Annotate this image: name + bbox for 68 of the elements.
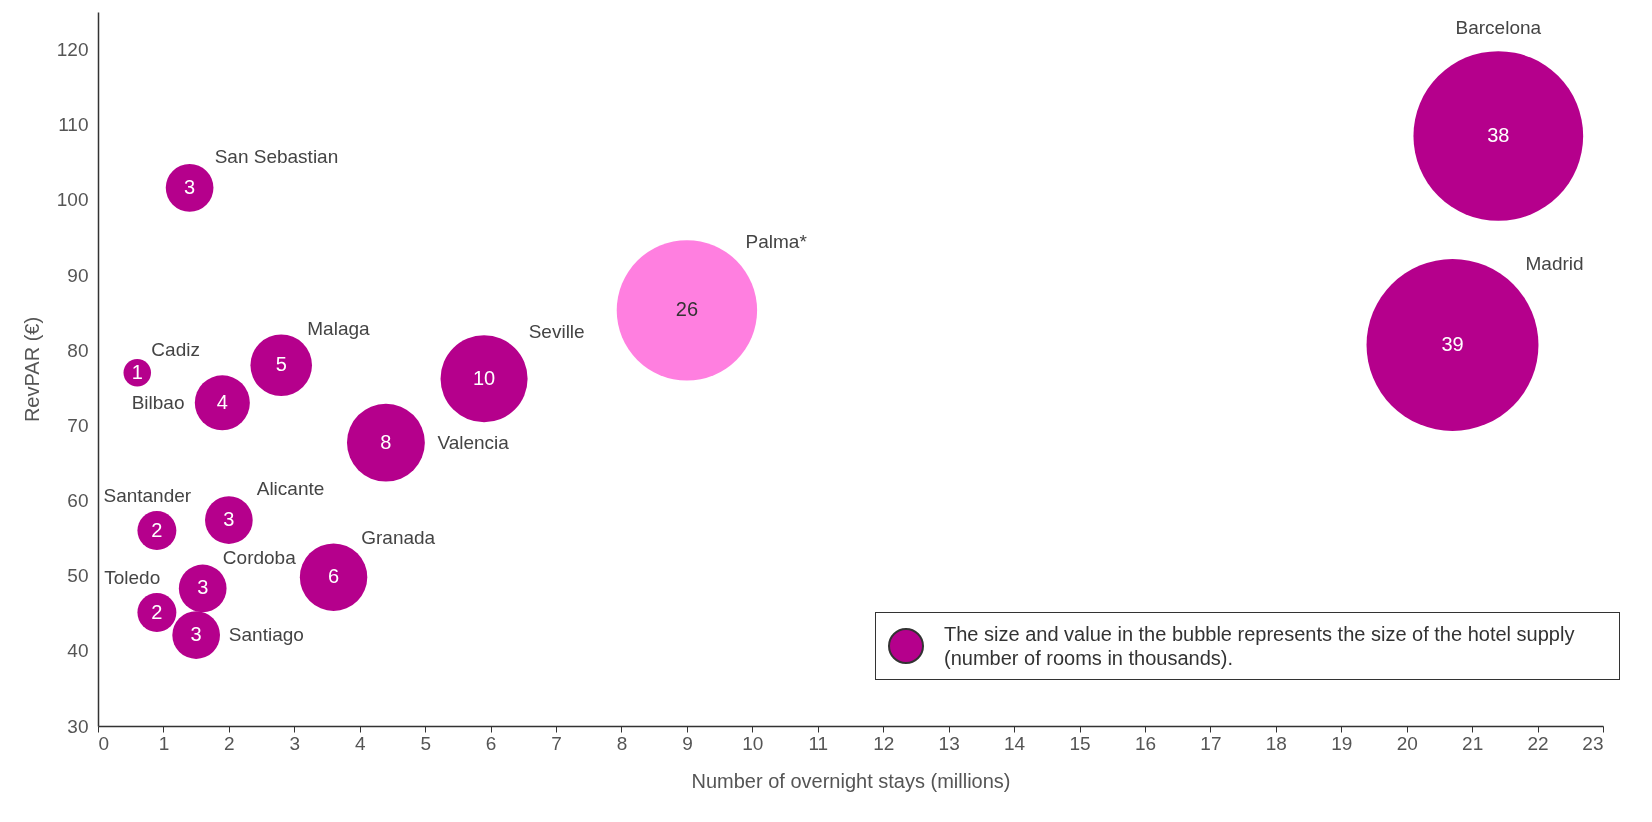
data-label: 3 [223,508,235,531]
x-tick-label: 10 [742,732,764,754]
x-tick-label: 18 [1265,732,1287,754]
x-tick-label: 2 [224,732,235,754]
series-label: Alicante [256,478,325,500]
series-label: Toledo [104,567,161,589]
x-tick-label: 9 [682,732,693,754]
x-axis-title: Number of overnight stays (millions) [691,769,1011,792]
x-tick-label: 11 [808,732,829,754]
x-tick-label: 12 [873,732,895,754]
y-tick-label: 60 [67,490,89,512]
data-label: 39 [1441,332,1464,355]
text-box: The size and value in the bubble represents the size of the hotel supply (number of rooms in thousands). [875,612,1620,680]
x-tick-label: 8 [616,732,628,754]
data-label: 8 [380,430,392,453]
y-tick-label: 100 [56,189,89,211]
series-label: Malaga [307,317,371,339]
data-label: 2 [151,600,163,623]
x-tick-label: 3 [289,732,301,754]
y-tick-label: 90 [67,264,89,286]
data-label: 6 [328,565,340,588]
y-tick-label: 50 [67,565,89,587]
x-tick-label: 1 [158,732,170,754]
x-tick-label: 4 [354,732,366,754]
data-label: 3 [197,576,209,599]
x-tick-label: 5 [420,732,431,754]
series-label: Palma* [745,230,808,252]
data-label: 5 [275,353,287,376]
data-label: 10 [472,366,496,389]
series-label: Bilbao [131,391,185,413]
x-tick-label: 21 [1462,732,1484,754]
y-axis-title: RevPAR (€) [20,316,43,423]
data-label: 3 [184,175,196,198]
x-tick-label: 16 [1134,732,1157,754]
y-tick-label: 40 [67,640,89,662]
data-label: 2 [151,518,163,541]
y-tick-label: 80 [67,339,89,361]
data-label: 38 [1487,124,1510,147]
x-tick-label: 19 [1331,732,1353,754]
series-label: Valencia [437,431,510,453]
x-tick-label: 23 [1582,732,1604,754]
y-tick-label: 30 [67,715,89,737]
series-label: Santiago [228,624,304,646]
data-label: 4 [216,390,228,413]
x-tick-label: 20 [1396,732,1418,754]
series-label: San Sebastian [214,146,339,167]
y-tick-label: 120 [56,39,89,61]
data-label: 3 [190,623,202,646]
series-label: Cordoba [222,546,297,568]
x-tick-label: 7 [551,732,562,754]
series-label: Cadiz [151,339,200,361]
x-tick-label: 6 [485,732,497,754]
y-tick-label: 110 [58,114,89,136]
series-label: Madrid [1525,252,1584,274]
series-label: Seville [528,320,585,342]
x-tick-label: 14 [1004,732,1026,754]
data-label: 1 [131,360,143,383]
data-label: 26 [675,298,699,321]
x-tick-label: 0 [98,732,110,754]
annotation: The size and value in the bubble represents the size of the hotel supply (number of rooms in thousands). [944,622,1576,670]
x-tick-label: 22 [1527,732,1549,754]
x-tick-label: 15 [1069,732,1091,754]
y-tick-label: 70 [67,414,89,436]
x-tick-label: 13 [938,732,960,754]
series-label: Granada [361,527,436,549]
x-tick-label: 17 [1200,732,1222,754]
series-label: Barcelona [1455,16,1542,38]
series-label: Santander [103,485,192,507]
